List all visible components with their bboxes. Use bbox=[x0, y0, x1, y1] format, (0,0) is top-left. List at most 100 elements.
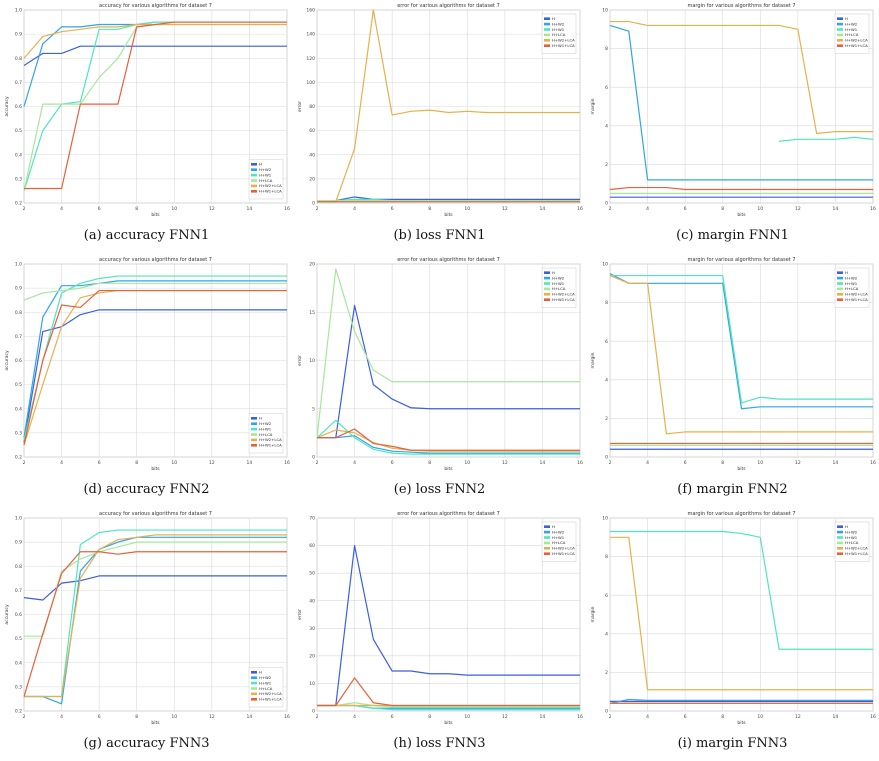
chart-title: error for various algorithms for dataset… bbox=[397, 3, 500, 9]
x-tick-label: 12 bbox=[209, 206, 215, 212]
line-chart: 2 4 6 8 10 12 14 16 0.2 0.3 0.4 0.5 0.6 0.7 0.8 0.9 1.0 a… bbox=[4, 3, 290, 218]
x-tick-label: 14 bbox=[247, 460, 253, 466]
y-tick-label: 10 bbox=[602, 516, 608, 522]
series-line bbox=[23, 280, 287, 438]
x-tick-label: 2 bbox=[316, 206, 319, 212]
y-axis-label: accuracy bbox=[4, 604, 10, 625]
y-tick-label: 15 bbox=[309, 310, 315, 316]
legend-swatch bbox=[251, 444, 257, 447]
y-tick-label: 40 bbox=[309, 152, 315, 158]
legend-swatch bbox=[251, 681, 257, 685]
series-line bbox=[316, 419, 580, 455]
x-tick-label: 12 bbox=[795, 206, 801, 212]
subfigure-caption: (c) margin FNN1 bbox=[676, 228, 789, 243]
x-tick-label: 10 bbox=[171, 460, 177, 466]
y-axis-label: margin bbox=[590, 98, 596, 114]
legend-swatch bbox=[251, 692, 257, 696]
legend-swatch bbox=[837, 282, 843, 285]
legend-swatch bbox=[544, 536, 550, 539]
line-chart: 2 4 6 8 10 12 14 16 0 5 10 15 20 error for various al… bbox=[297, 257, 583, 472]
legend-swatch bbox=[837, 530, 843, 534]
y-tick-label: 0.5 bbox=[15, 636, 22, 642]
x-tick-label: 14 bbox=[247, 206, 253, 212]
y-tick-label: 80 bbox=[309, 104, 315, 110]
y-tick-label: 140 bbox=[306, 32, 315, 38]
legend-swatch bbox=[837, 547, 843, 550]
series-line bbox=[610, 20, 873, 135]
legend-label: H+W1+LCA bbox=[552, 43, 575, 48]
chart-panel: 2 4 6 8 10 12 14 16 0 2 4 6 8 10 margin for various al… bbox=[586, 0, 879, 253]
series-line bbox=[317, 9, 580, 203]
legend-label: H+W1+LCA bbox=[259, 697, 282, 702]
x-tick-label: 4 bbox=[60, 460, 63, 466]
x-tick-label: 12 bbox=[502, 460, 508, 466]
y-tick-label: 0.6 bbox=[15, 104, 22, 110]
series-line bbox=[317, 677, 580, 707]
legend-swatch bbox=[837, 541, 843, 545]
x-tick-label: 12 bbox=[795, 714, 801, 720]
legend-swatch bbox=[251, 676, 257, 679]
series-line bbox=[23, 575, 287, 601]
y-axis-label: margin bbox=[590, 606, 596, 622]
subfigure-caption: (e) loss FNN2 bbox=[393, 482, 486, 497]
legend-swatch bbox=[837, 22, 843, 26]
x-tick-label: 4 bbox=[646, 714, 649, 720]
x-tick-label: 12 bbox=[502, 714, 508, 720]
legend-swatch bbox=[251, 417, 257, 420]
x-tick-label: 16 bbox=[577, 206, 583, 212]
x-tick-label: 8 bbox=[721, 460, 724, 466]
y-tick-label: 0.4 bbox=[15, 406, 22, 412]
legend-label: H+W1 bbox=[259, 680, 272, 685]
legend-label: H+W2 bbox=[259, 675, 272, 680]
legend-swatch bbox=[837, 293, 843, 296]
chart-title: accuracy for various algorithms for data… bbox=[99, 511, 212, 517]
x-axis-label: bits bbox=[151, 720, 160, 726]
x-tick-label: 4 bbox=[60, 714, 63, 720]
x-tick-label: 2 bbox=[609, 460, 612, 466]
x-tick-label: 8 bbox=[721, 206, 724, 212]
x-axis-label: bits bbox=[444, 720, 453, 726]
y-tick-label: 0.4 bbox=[15, 152, 22, 158]
y-tick-label: 20 bbox=[309, 262, 315, 268]
y-tick-label: 0 bbox=[312, 201, 315, 207]
legend-swatch bbox=[544, 39, 550, 42]
x-tick-label: 16 bbox=[284, 714, 290, 720]
y-tick-label: 0.3 bbox=[15, 684, 22, 690]
x-tick-label: 2 bbox=[23, 714, 26, 720]
series-line bbox=[317, 702, 580, 708]
legend-swatch bbox=[837, 287, 843, 291]
series-line bbox=[23, 309, 287, 443]
series-line bbox=[317, 544, 580, 707]
legend-swatch bbox=[837, 276, 843, 280]
chart-panel: 2 4 6 8 10 12 14 16 0 20 40 60 80 100 120 140 160 error f… bbox=[293, 0, 586, 253]
legend-label: H+LCA bbox=[552, 540, 566, 545]
x-tick-label: 12 bbox=[209, 714, 215, 720]
series-line bbox=[24, 21, 287, 190]
legend-swatch bbox=[544, 298, 550, 301]
legend-swatch bbox=[837, 28, 843, 31]
x-tick-label: 6 bbox=[391, 206, 394, 212]
legend-swatch bbox=[251, 190, 257, 193]
legend-swatch bbox=[837, 298, 843, 301]
legend-label: H+W2 bbox=[259, 167, 272, 172]
chart-panel: 2 4 6 8 10 12 14 16 0.2 0.3 0.4 0.5 0.6 0.7 0.8 0.9 1.0 a… bbox=[0, 508, 293, 761]
legend-swatch bbox=[251, 179, 257, 182]
legend-label: H+W2+LCA bbox=[845, 546, 868, 551]
legend-label: H+W2 bbox=[552, 529, 565, 534]
y-tick-label: 0.8 bbox=[15, 56, 22, 62]
legend-swatch bbox=[251, 433, 257, 436]
legend-swatch bbox=[837, 271, 843, 274]
y-tick-label: 2 bbox=[605, 416, 608, 422]
chart-title: error for various algorithms for dataset… bbox=[397, 511, 500, 517]
y-tick-label: 0.5 bbox=[15, 382, 22, 388]
x-tick-label: 6 bbox=[98, 714, 101, 720]
series-line bbox=[24, 534, 287, 698]
chart-panel: 2 4 6 8 10 12 14 16 0 5 10 15 20 error for various al… bbox=[293, 254, 586, 507]
y-tick-label: 0 bbox=[605, 455, 608, 461]
legend-label: H+W1+LCA bbox=[552, 551, 575, 556]
legend-swatch bbox=[251, 687, 257, 690]
y-tick-label: 40 bbox=[309, 598, 315, 604]
